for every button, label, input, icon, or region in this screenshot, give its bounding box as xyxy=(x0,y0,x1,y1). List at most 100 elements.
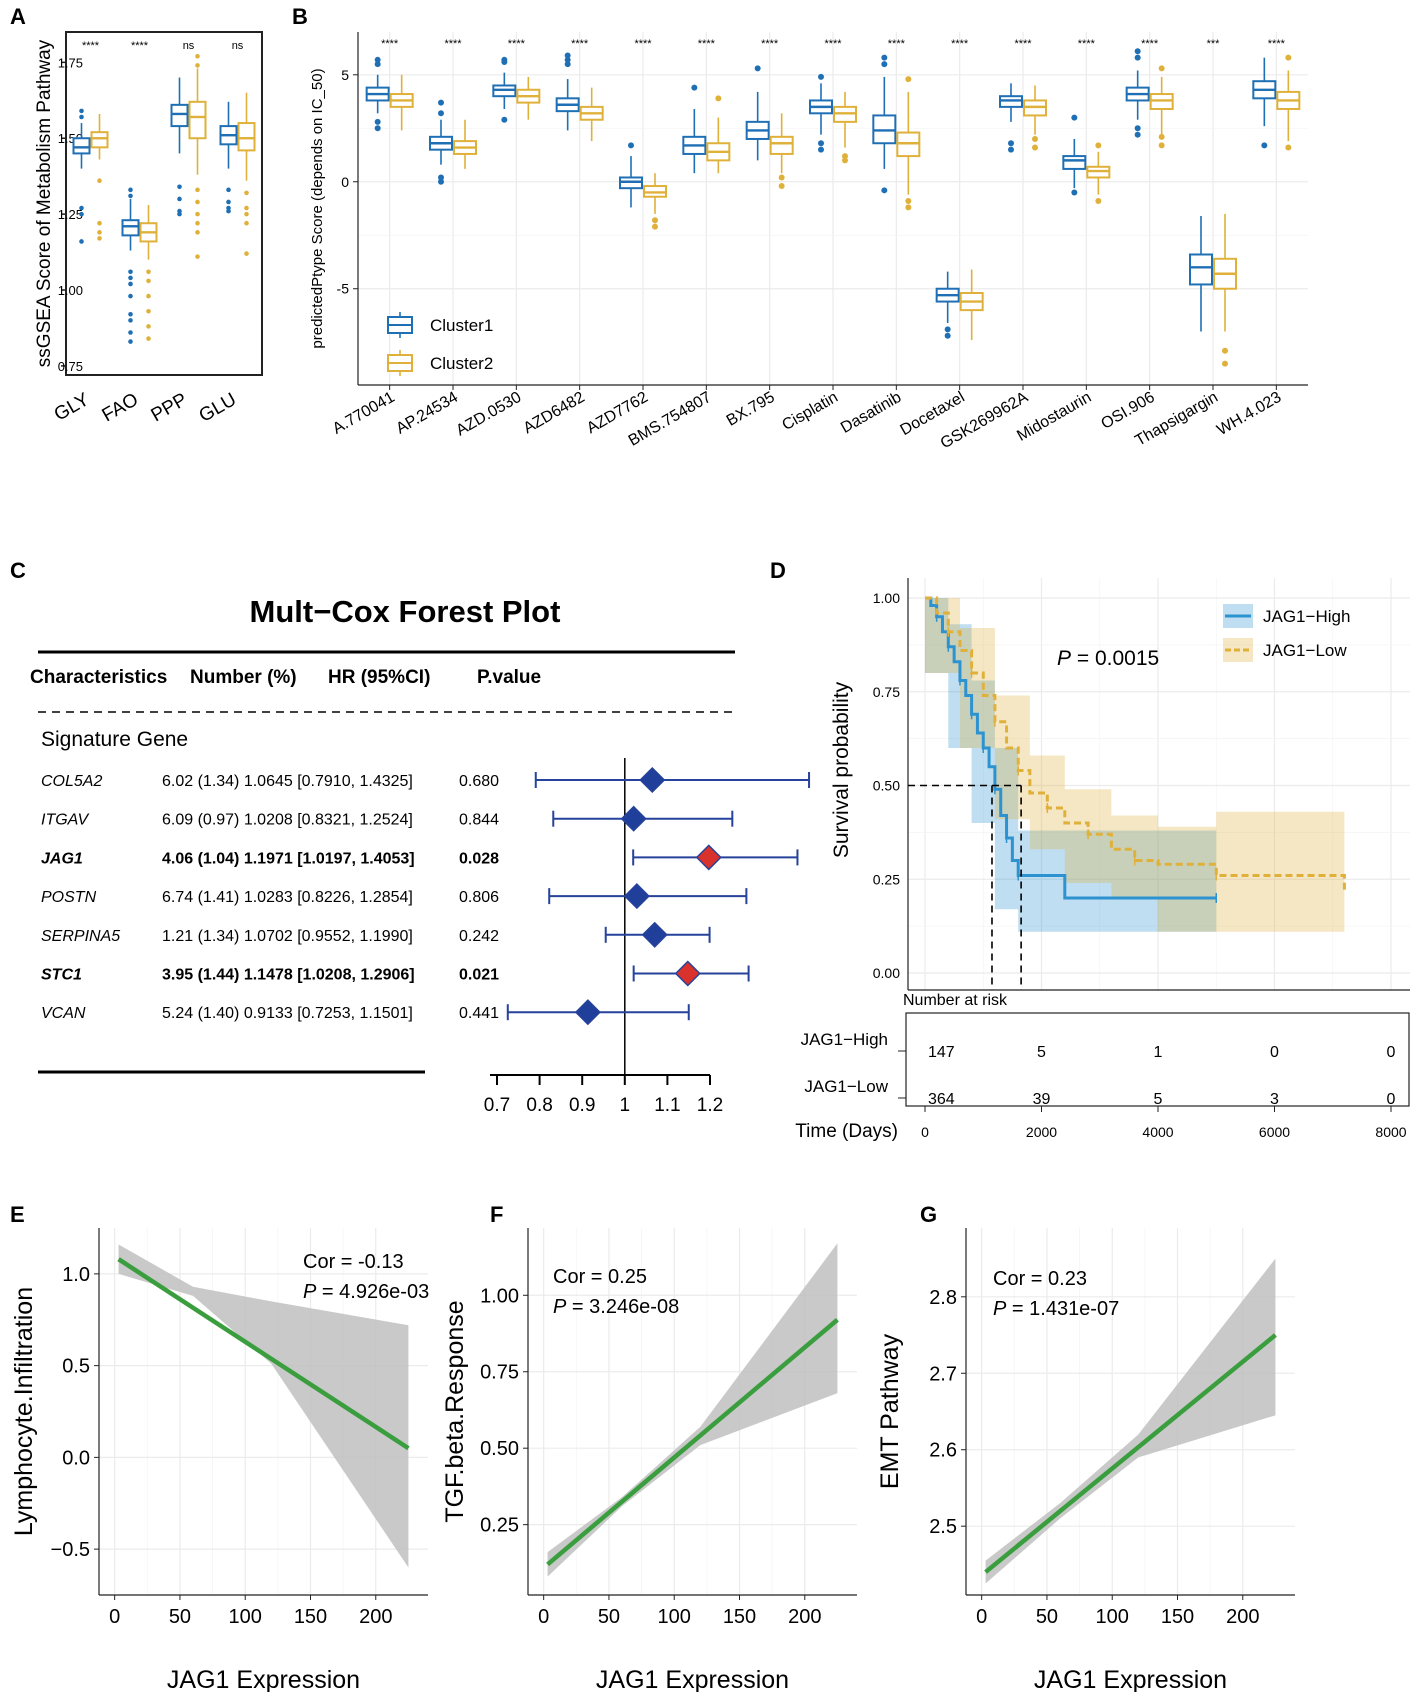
panel-letter-g: G xyxy=(920,1202,937,1227)
panel-c-header-hr: HR (95%CI) xyxy=(328,667,430,688)
panel-f-correlation: Cor = 0.25 xyxy=(553,1266,647,1288)
panel-c-hr-diamond-postn xyxy=(623,883,650,910)
panel-a-xtick-fao: FAO xyxy=(99,389,142,426)
panel-e-ytick-label: −0.5 xyxy=(51,1539,90,1561)
panel-d-pvalue: P = 0.0015 xyxy=(1057,647,1159,670)
panel-c-header-pvalue: P.value xyxy=(477,667,541,688)
panel-b-xtick-wh-4-023: WH.4.023 xyxy=(1214,389,1284,439)
panel-d-risk-value: 1 xyxy=(1154,1044,1163,1061)
panel-b-outlier-point xyxy=(438,174,444,181)
panel-b-significance-wh-4-023: **** xyxy=(1268,38,1286,50)
panel-b-cluster2-bx-795-box xyxy=(769,135,794,155)
panel-a-outlier-point xyxy=(244,211,249,217)
panel-c-stats-col5a2: 6.02 (1.34) 1.0645 [0.7910, 1.4325] xyxy=(162,773,413,790)
panel-b-outlier-point xyxy=(1032,144,1038,151)
panel-g-fit-line xyxy=(984,1333,1277,1574)
panel-b-outlier-point xyxy=(374,61,381,68)
panel-a-outlier-point xyxy=(226,199,231,205)
panel-c-hr-diamond-itgav xyxy=(620,805,647,832)
panel-a-outlier-point xyxy=(195,199,200,205)
panel-e-xtick-label: 100 xyxy=(229,1606,262,1628)
panel-c-gene-stc1: STC1 xyxy=(41,967,82,984)
panel-e-fit-line xyxy=(117,1257,410,1451)
panel-e-xtick-label: 0 xyxy=(109,1606,120,1628)
panel-a-cluster1-ppp-box xyxy=(170,103,189,128)
panel-c-gene-jag1: JAG1 xyxy=(41,850,83,867)
panel-a-cluster1-fao-box xyxy=(121,219,140,237)
panel-c-header-characteristics: Characteristics xyxy=(30,667,167,688)
panel-c-hr-diamond-vcan xyxy=(574,999,601,1026)
panel-d-km-curve-jag1-low xyxy=(925,596,1346,891)
panel-b-outlier-point xyxy=(1261,142,1268,149)
panel-a-outlier-point xyxy=(226,208,231,214)
panel-c-stats-postn: 6.74 (1.41) 1.0283 [0.8226, 1.2854] xyxy=(162,889,413,906)
panel-d-risk-label-jag1-high: JAG1−High xyxy=(801,1030,888,1049)
panel-b-outlier-point xyxy=(438,178,444,185)
panel-b-outlier-point xyxy=(1134,125,1141,132)
panel-a-outlier-point xyxy=(128,281,133,287)
panel-f-ytick-label: 0.75 xyxy=(480,1362,519,1384)
panel-b-outlier-point xyxy=(501,116,508,123)
panel-a-ytick-label: 1.00 xyxy=(58,283,83,298)
panel-a-outlier-point xyxy=(244,251,249,256)
panel-d-ytick-label: 0.00 xyxy=(873,965,900,981)
panel-a-outlier-point xyxy=(195,211,200,217)
panel-c-stats-jag1: 4.06 (1.04) 1.1971 [1.0197, 1.4053] xyxy=(162,850,415,867)
panel-b-outlier-point xyxy=(1095,198,1102,205)
panel-c-group-label: Signature Gene xyxy=(41,728,188,751)
panel-a-outlier-point xyxy=(146,293,151,299)
panel-c-pvalue-vcan: 0.441 xyxy=(459,1005,499,1022)
panel-d-ytick-label: 0.75 xyxy=(873,684,900,700)
panel-f-confidence-band xyxy=(547,1243,838,1577)
panel-b-outlier-point xyxy=(438,99,444,106)
panel-a-outlier-point xyxy=(79,211,84,217)
panel-a-outlier-point xyxy=(128,330,133,335)
panel-a-outlier-point xyxy=(79,114,84,120)
panel-d-risk-xtick-label: 6000 xyxy=(1259,1124,1290,1140)
panel-a-cluster2-ppp-box xyxy=(188,100,207,140)
panel-e-xlabel: JAG1 Expression xyxy=(167,1666,360,1692)
panel-f-ylabel: TGF.beta.Response xyxy=(441,1300,469,1522)
panel-b-significance-gsk269962a: **** xyxy=(1014,38,1032,50)
panel-b-legend-cluster1: Cluster1 xyxy=(430,316,493,335)
panel-b-significance-ap-24534: **** xyxy=(444,38,462,50)
panel-a-outlier-point xyxy=(244,205,249,211)
panel-f-ytick-label: 0.25 xyxy=(480,1515,519,1537)
panel-a-cluster2-glu-box xyxy=(237,122,256,152)
panel-c-gene-vcan: VCAN xyxy=(41,1005,86,1022)
panel-b-outlier-point xyxy=(944,326,951,333)
panel-e-xtick-label: 200 xyxy=(359,1606,392,1628)
panel-letters: A B C D E F G xyxy=(10,4,937,1227)
panel-b-outlier-point xyxy=(818,146,824,153)
panel-d-risk-value: 364 xyxy=(928,1091,955,1108)
panel-a-outlier-point xyxy=(146,278,151,284)
panel-b-outlier-point xyxy=(1008,140,1014,147)
panel-a-outlier-point xyxy=(244,190,249,196)
panel-d-risk-xtick-label: 2000 xyxy=(1026,1124,1057,1140)
panel-b-outlier-point xyxy=(1222,360,1228,367)
panel-b-outlier-point xyxy=(652,223,658,230)
panel-a-outlier-point xyxy=(97,220,102,226)
panel-b-significance-azd6482: **** xyxy=(571,38,589,50)
panel-a-outlier-point xyxy=(226,187,231,193)
panel-c-xtick-label: 0.7 xyxy=(484,1095,510,1116)
panel-d-ytick-label: 0.50 xyxy=(873,778,900,794)
panel-letter-c: C xyxy=(10,558,26,583)
panel-b-outlier-point xyxy=(1095,142,1102,149)
panel-b-outlier-point xyxy=(1222,347,1228,354)
panel-c-header-number: Number (%) xyxy=(190,667,297,688)
panel-e-regression: 0 50 100 150 200 −0.5 0.0 0.5 1.0 JAG1 Expression… xyxy=(10,1228,429,1692)
panel-b-outlier-point xyxy=(1071,114,1078,121)
panel-a-outlier-point xyxy=(177,211,182,217)
panel-b-outlier-point xyxy=(1158,65,1165,72)
panel-c-gene-serpina5: SERPINA5 xyxy=(41,928,120,945)
panel-a-outlier-point xyxy=(195,220,200,226)
panel-b-outlier-point xyxy=(944,332,951,339)
panel-b-drug-sensitivity-boxplot: -5 0 5 predictedPtype Score (depends on IC_… xyxy=(309,32,1308,452)
panel-f-xtick-label: 50 xyxy=(598,1606,620,1628)
panel-b-outlier-point xyxy=(628,142,634,149)
panel-b-outlier-point xyxy=(905,198,912,205)
panel-a-outlier-point xyxy=(195,254,200,259)
panel-g-xtick-label: 50 xyxy=(1036,1606,1058,1628)
